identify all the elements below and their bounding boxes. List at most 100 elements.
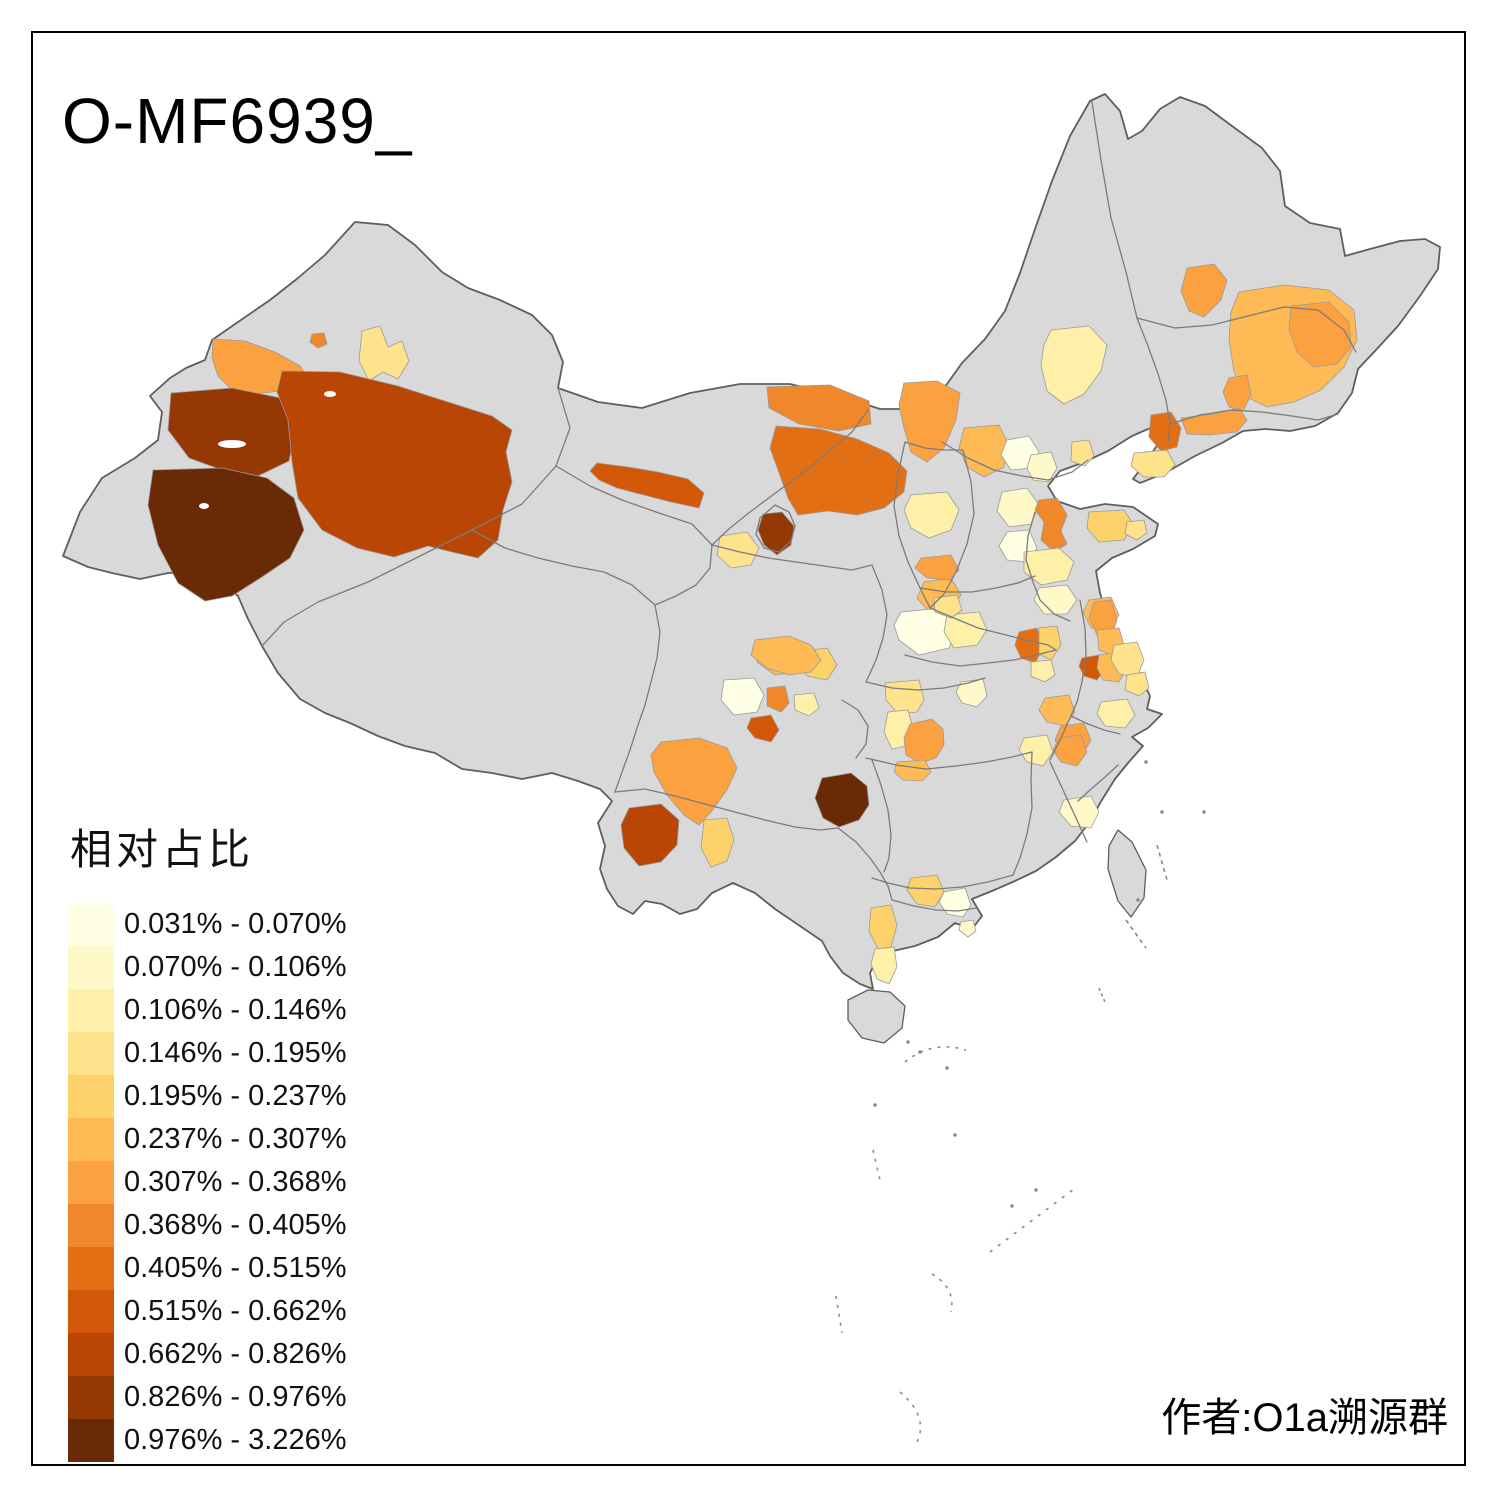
- province-border: [1070, 715, 1121, 735]
- legend-row: 0.368% - 0.405%: [68, 1204, 346, 1247]
- region-jiaozuo-xinxiang: [914, 554, 960, 581]
- sea-island-dot: [1202, 810, 1206, 814]
- taiwan-island: [1107, 829, 1147, 918]
- legend-swatch: [68, 903, 114, 946]
- legend-swatch: [68, 989, 114, 1032]
- sea-island-outline: [835, 1295, 843, 1334]
- region-hangzhou-pale: [1096, 698, 1136, 729]
- region-liaoning-band: [1180, 407, 1248, 436]
- sea-island-dot: [945, 1066, 949, 1070]
- sea-island-dot: [873, 1103, 877, 1107]
- region-guilin-area: [906, 874, 945, 908]
- region-zigong-dark: [746, 714, 780, 743]
- region-karamay: [309, 332, 328, 349]
- province-border: [1049, 715, 1072, 761]
- region-beijing-se: [1026, 451, 1058, 483]
- legend-row: 0.237% - 0.307%: [68, 1118, 346, 1161]
- region-shandong-peninsula-w: [1086, 509, 1135, 543]
- sea-island-dot: [1034, 1188, 1038, 1192]
- sea-island-outline: [931, 1273, 953, 1313]
- region-jilin-city-lobe: [1288, 301, 1352, 368]
- legend-row: 0.405% - 0.515%: [68, 1247, 346, 1290]
- legend-rows: 0.031% - 0.070% 0.070% - 0.106% 0.106% - 0…: [68, 903, 346, 1462]
- legend-swatch: [68, 946, 114, 989]
- province-border: [654, 544, 713, 606]
- province-border: [1136, 306, 1357, 353]
- legend-label: 0.031% - 0.070%: [124, 908, 347, 940]
- sea-island-outline: [872, 1149, 881, 1181]
- province-border: [865, 751, 1033, 770]
- page-title: O-MF6939_: [62, 85, 413, 157]
- sea-island-outline: [899, 1391, 922, 1443]
- province-border: [941, 441, 1089, 481]
- sea-island-dot: [1144, 760, 1148, 764]
- legend-row: 0.662% - 0.826%: [68, 1333, 346, 1376]
- legend-label: 0.070% - 0.106%: [124, 951, 347, 983]
- province-border: [919, 575, 1036, 593]
- region-yiyang-orange: [893, 759, 932, 782]
- province-border: [755, 504, 796, 553]
- province-borders-layer: [261, 101, 1357, 912]
- sea-island-dot: [1136, 898, 1140, 902]
- legend-label: 0.405% - 0.515%: [124, 1252, 347, 1284]
- legend-swatch: [68, 1247, 114, 1290]
- province-border: [1012, 751, 1033, 876]
- region-pearl-delta-spot: [958, 919, 977, 938]
- legend-label: 0.237% - 0.307%: [124, 1123, 347, 1155]
- region-shandong-peninsula-e: [1124, 519, 1148, 541]
- legend-label: 0.368% - 0.405%: [124, 1209, 347, 1241]
- region-nanning-band: [870, 946, 898, 985]
- province-border: [1025, 511, 1071, 622]
- colored-regions-layer: [147, 263, 1358, 985]
- legend-row: 0.826% - 0.976%: [68, 1376, 346, 1419]
- region-liangshan-south: [700, 817, 735, 868]
- region-henan-east-pale: [943, 611, 988, 649]
- region-xining-area: [716, 531, 760, 569]
- region-altay: [358, 325, 410, 382]
- province-border: [871, 874, 1014, 890]
- lake: [199, 503, 209, 509]
- sea-island-dot: [918, 1050, 922, 1054]
- author-credit: 作者:O1a溯源群: [1161, 1396, 1448, 1440]
- province-border: [904, 649, 1057, 667]
- legend-label: 0.826% - 0.976%: [124, 1381, 347, 1413]
- province-border: [614, 604, 661, 793]
- region-qiannan-dark: [814, 772, 870, 828]
- province-border: [841, 699, 869, 759]
- region-tangshan: [1070, 439, 1095, 467]
- province-border: [1136, 317, 1171, 443]
- region-bozhou-area: [1038, 625, 1062, 661]
- sea-island-outline: [1156, 844, 1168, 881]
- region-aksu-bayingol: [276, 370, 513, 559]
- province-border: [1077, 764, 1119, 802]
- hainan-island: [847, 989, 906, 1044]
- region-shandong-south: [1033, 584, 1078, 615]
- province-border: [471, 529, 656, 606]
- region-kashgar-kizilsu: [167, 387, 297, 477]
- sea-island-outline: [989, 1185, 1079, 1253]
- region-shangrao-area: [1052, 734, 1088, 767]
- region-aba-area: [720, 677, 765, 716]
- province-border: [711, 409, 869, 546]
- legend-swatch: [68, 1333, 114, 1376]
- lake: [218, 440, 246, 448]
- region-dalian-pale: [1130, 449, 1176, 478]
- province-border: [1049, 761, 1088, 843]
- province-border: [555, 465, 713, 546]
- legend-row: 0.106% - 0.146%: [68, 989, 346, 1032]
- province-border: [1091, 101, 1138, 319]
- region-chengdu-cluster: [750, 635, 822, 676]
- legend-label: 0.195% - 0.237%: [124, 1080, 347, 1112]
- legend-swatch: [68, 1032, 114, 1075]
- legend-label: 0.307% - 0.368%: [124, 1166, 347, 1198]
- region-mianyang-spot: [766, 685, 790, 713]
- islands-layer: [835, 760, 1206, 1443]
- legend-swatch: [68, 1376, 114, 1419]
- sea-island-dot: [953, 1133, 957, 1137]
- lake: [324, 391, 336, 397]
- province-border: [614, 788, 839, 831]
- legend-row: 0.307% - 0.368%: [68, 1161, 346, 1204]
- region-inner-mongolia-west: [769, 425, 908, 516]
- province-border: [929, 449, 975, 609]
